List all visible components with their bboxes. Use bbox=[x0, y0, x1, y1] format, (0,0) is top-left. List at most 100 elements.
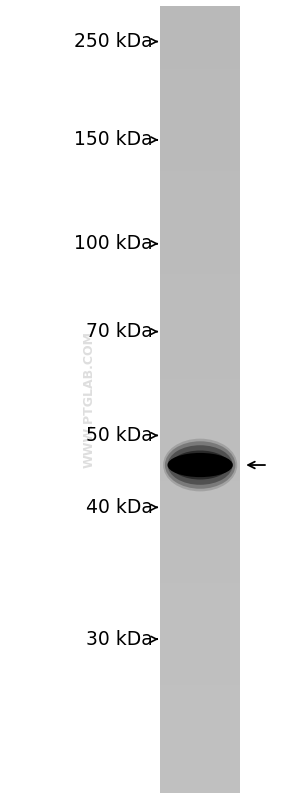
Bar bbox=[160, 242, 240, 244]
Bar bbox=[160, 324, 240, 326]
Bar bbox=[160, 164, 240, 166]
Bar bbox=[160, 606, 240, 609]
Bar bbox=[160, 641, 240, 643]
Bar bbox=[160, 578, 240, 580]
Bar bbox=[160, 457, 240, 459]
Bar bbox=[160, 240, 240, 242]
Bar bbox=[160, 352, 240, 355]
Bar bbox=[160, 541, 240, 543]
Bar bbox=[160, 717, 240, 719]
Bar bbox=[160, 363, 240, 365]
Bar bbox=[160, 512, 240, 515]
Bar bbox=[160, 9, 240, 12]
Bar bbox=[160, 279, 240, 281]
Bar bbox=[160, 766, 240, 769]
Bar bbox=[160, 711, 240, 714]
Bar bbox=[160, 300, 240, 303]
Bar bbox=[160, 743, 240, 745]
Bar bbox=[160, 310, 240, 313]
Bar bbox=[160, 41, 240, 43]
Bar bbox=[160, 405, 240, 407]
Bar bbox=[160, 54, 240, 56]
Text: 70 kDa: 70 kDa bbox=[86, 322, 153, 341]
Bar bbox=[160, 328, 240, 332]
Bar bbox=[160, 787, 240, 790]
Bar bbox=[160, 326, 240, 328]
Bar bbox=[160, 334, 240, 336]
Bar bbox=[160, 252, 240, 256]
Bar bbox=[160, 536, 240, 539]
Bar bbox=[160, 121, 240, 125]
Bar bbox=[160, 127, 240, 129]
Bar bbox=[160, 701, 240, 703]
Bar bbox=[160, 614, 240, 617]
Bar bbox=[160, 510, 240, 512]
Bar bbox=[160, 193, 240, 195]
Bar bbox=[160, 156, 240, 158]
Bar bbox=[160, 179, 240, 182]
Bar bbox=[160, 622, 240, 625]
Bar bbox=[160, 371, 240, 373]
Bar bbox=[160, 714, 240, 717]
Bar bbox=[160, 703, 240, 706]
Text: 40 kDa: 40 kDa bbox=[86, 498, 153, 517]
Bar bbox=[160, 90, 240, 93]
Bar bbox=[160, 166, 240, 169]
Bar bbox=[160, 737, 240, 740]
Bar bbox=[160, 216, 240, 219]
Bar bbox=[160, 667, 240, 670]
Bar bbox=[160, 303, 240, 305]
Bar bbox=[160, 491, 240, 494]
Bar bbox=[160, 158, 240, 161]
Bar bbox=[160, 646, 240, 649]
Bar bbox=[160, 656, 240, 659]
Bar bbox=[160, 518, 240, 520]
Bar bbox=[160, 161, 240, 164]
Bar bbox=[160, 504, 240, 507]
Ellipse shape bbox=[165, 441, 235, 489]
Bar bbox=[160, 672, 240, 674]
Bar bbox=[160, 551, 240, 555]
Bar bbox=[160, 260, 240, 263]
Bar bbox=[160, 633, 240, 635]
Bar bbox=[160, 224, 240, 227]
Bar bbox=[160, 209, 240, 211]
Bar bbox=[160, 38, 240, 41]
Bar bbox=[160, 376, 240, 379]
Bar bbox=[160, 394, 240, 397]
Bar bbox=[160, 129, 240, 132]
Bar bbox=[160, 389, 240, 392]
Bar bbox=[160, 313, 240, 316]
Bar bbox=[160, 227, 240, 229]
Bar bbox=[160, 274, 240, 276]
Bar bbox=[160, 22, 240, 25]
Bar bbox=[160, 682, 240, 686]
Bar bbox=[160, 125, 240, 127]
Bar bbox=[160, 678, 240, 680]
Bar bbox=[160, 289, 240, 292]
Bar bbox=[160, 612, 240, 614]
Bar bbox=[160, 211, 240, 213]
Bar bbox=[160, 410, 240, 412]
Bar bbox=[160, 465, 240, 467]
Bar bbox=[160, 489, 240, 491]
Bar bbox=[160, 625, 240, 627]
Bar bbox=[160, 758, 240, 761]
Bar bbox=[160, 66, 240, 70]
Bar bbox=[160, 332, 240, 334]
Bar bbox=[160, 426, 240, 428]
Bar bbox=[160, 575, 240, 578]
Bar bbox=[160, 751, 240, 753]
Bar bbox=[160, 604, 240, 606]
Bar bbox=[160, 602, 240, 604]
Bar bbox=[160, 145, 240, 148]
Bar bbox=[160, 583, 240, 586]
Bar bbox=[160, 729, 240, 733]
Bar bbox=[160, 428, 240, 431]
Bar bbox=[160, 748, 240, 751]
Bar bbox=[160, 664, 240, 667]
Bar bbox=[160, 709, 240, 711]
Bar bbox=[160, 659, 240, 662]
Bar bbox=[160, 62, 240, 64]
Bar bbox=[160, 48, 240, 51]
